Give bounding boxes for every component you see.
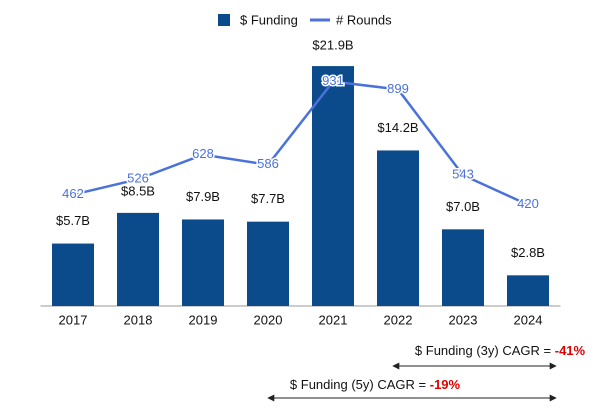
x-tick-label: 2024 <box>514 312 543 327</box>
bar <box>182 219 224 306</box>
bar <box>117 212 159 306</box>
line-value-label: 420 <box>517 196 539 211</box>
annotation: $ Funding (3y) CAGR = -41% <box>415 343 586 358</box>
annotation-value: -41% <box>555 343 586 358</box>
value-label: $5.7B <box>56 213 90 228</box>
x-tick-label: 2019 <box>189 312 218 327</box>
x-tick-label: 2023 <box>449 312 478 327</box>
line <box>72 80 529 206</box>
x-tick-label: 2021 <box>319 312 348 327</box>
line-value-label: 899 <box>387 81 409 96</box>
bar <box>377 150 419 306</box>
line-value-label: 931 <box>322 73 344 88</box>
line-value-label: 586 <box>257 156 279 171</box>
bar <box>507 275 549 306</box>
line-value-label: 543 <box>452 167 474 182</box>
bar <box>312 66 354 306</box>
x-tick-label: 2017 <box>59 312 88 327</box>
bar <box>442 229 484 306</box>
value-label: $2.8B <box>511 245 545 260</box>
line-value-label: 526 <box>127 171 149 186</box>
legend-label: $ Funding <box>240 12 298 27</box>
x-tick-label: 2022 <box>384 312 413 327</box>
x-tick-label: 2018 <box>124 312 153 327</box>
annotation: $ Funding (5y) CAGR = -19% <box>290 377 461 392</box>
value-label: $14.2B <box>377 120 418 135</box>
bar <box>52 243 94 306</box>
x-tick-label: 2020 <box>254 312 283 327</box>
value-label: $7.7B <box>251 191 285 206</box>
value-label: $7.9B <box>186 189 220 204</box>
annotation-text: $ Funding (5y) CAGR = <box>290 377 426 392</box>
annotation-text: $ Funding (3y) CAGR = <box>415 343 551 358</box>
legend-label: # Rounds <box>336 12 392 27</box>
line-value-label: 628 <box>192 146 214 161</box>
line-value-label: 462 <box>62 186 84 201</box>
annotation-value: -19% <box>430 377 461 392</box>
bar <box>247 221 289 306</box>
legend-swatch <box>218 14 230 26</box>
value-label: $7.0B <box>446 199 480 214</box>
value-label: $8.5B <box>121 183 155 198</box>
value-label: $21.9B <box>312 38 353 53</box>
